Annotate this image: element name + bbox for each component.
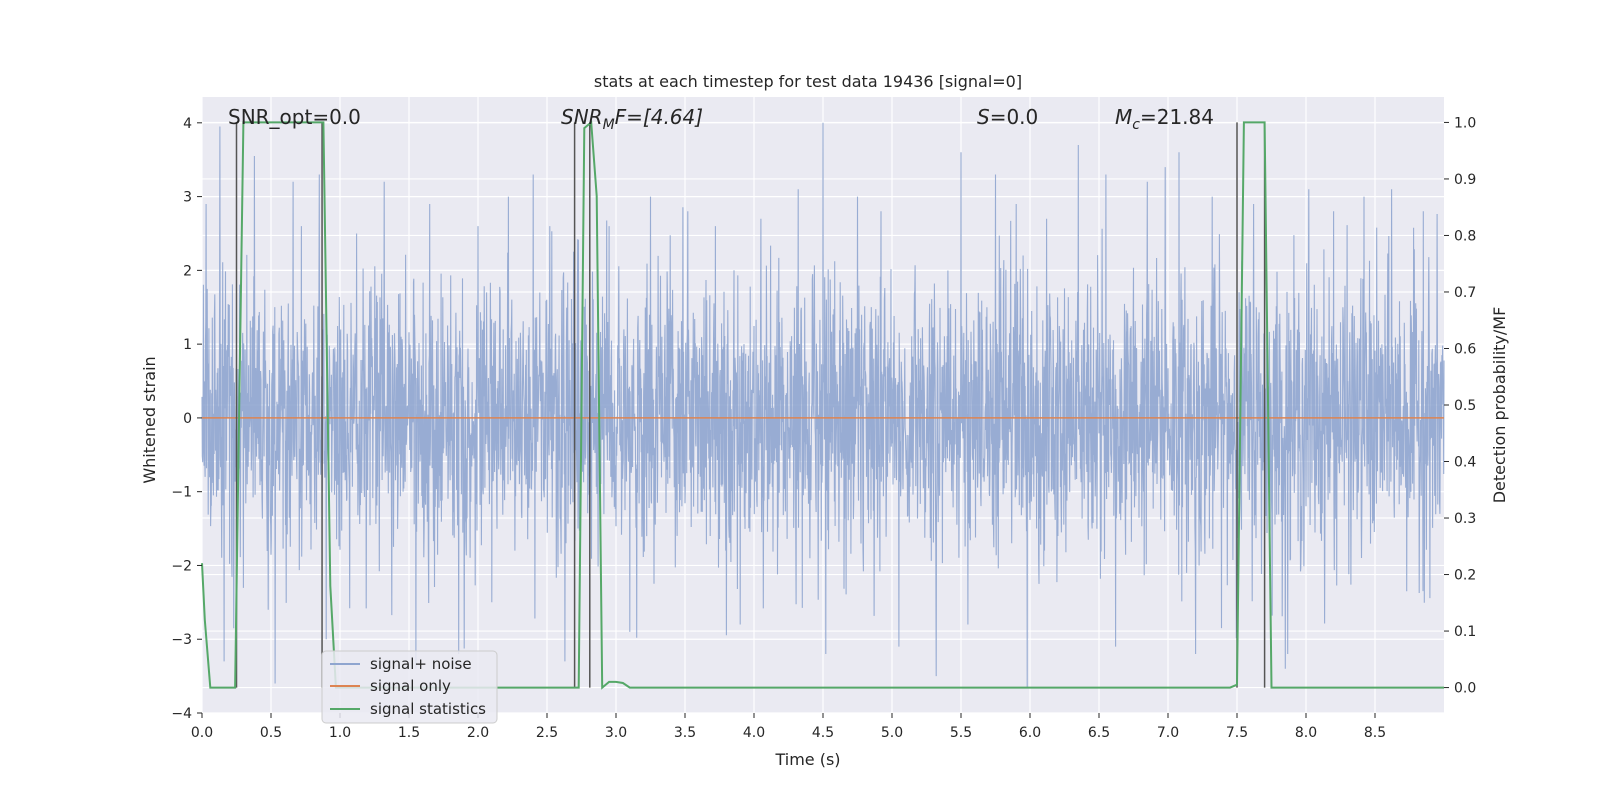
annotation-mc-value: =21.84 [1140, 105, 1214, 129]
x-tick-label: 8.0 [1295, 725, 1317, 741]
annotation-snr-mf: SNRMF=[4.64] [561, 105, 703, 133]
x-tick-label: 7.0 [1157, 725, 1179, 741]
x-tick-label: 8.5 [1364, 725, 1386, 741]
series-signal-statistics [201, 120, 1444, 690]
right-y-axis-ticks: 1.0 0.9 0.8 0.7 0.6 0.5 0.4 0.3 0.2 0.1 0.0 [1444, 115, 1476, 697]
annotations: SNR_opt=0.0 SNRMF=[4.64] S=0.0 Mc=21.84 [228, 105, 1214, 133]
left-y-axis-ticks: 4 3 2 1 0 −1 −2 −3 −4 [171, 116, 202, 722]
annotation-snr-opt: SNR_opt=0.0 [228, 105, 361, 129]
legend-label-signal-only: signal only [370, 677, 451, 695]
right-y-tick-label: 0.2 [1454, 568, 1476, 584]
right-y-tick-label: 0.7 [1454, 285, 1476, 301]
annotation-s-value: =0.0 [990, 105, 1039, 129]
left-y-tick-label: 4 [183, 116, 192, 132]
left-y-tick-label: 1 [183, 337, 192, 353]
left-y-tick-label: −1 [171, 485, 192, 501]
x-axis-ticks: 0.0 0.5 1.0 1.5 2.0 2.5 3.0 3.5 4.0 4.5 5.0 5.5 6.0 6… [191, 713, 1386, 741]
left-y-tick-label: 0 [183, 411, 192, 427]
right-y-tick-label: 1.0 [1454, 115, 1476, 131]
left-y-tick-label: −2 [171, 558, 192, 574]
left-y-tick-label: 3 [183, 190, 192, 206]
x-tick-label: 7.5 [1226, 725, 1248, 741]
annotation-snr-mf-suffix: F=[4.64] [615, 105, 703, 129]
x-tick-label: 0.5 [260, 725, 282, 741]
annotation-mc: Mc=21.84 [1115, 105, 1214, 133]
right-y-tick-label: 0.9 [1454, 172, 1476, 188]
x-tick-label: 2.5 [536, 725, 558, 741]
legend: signal+ noise signal only signal statist… [321, 650, 498, 724]
right-y-tick-label: 0.1 [1454, 624, 1476, 640]
left-y-tick-label: −4 [171, 706, 192, 722]
right-y-tick-label: 0.3 [1454, 511, 1476, 527]
annotation-s: S=0.0 [977, 105, 1038, 129]
right-y-tick-label: 0.0 [1454, 681, 1476, 697]
x-tick-label: 4.5 [812, 725, 834, 741]
left-y-tick-label: −3 [171, 632, 192, 648]
annotation-mc-subscript: c [1132, 117, 1140, 133]
right-y-tick-label: 0.8 [1454, 228, 1476, 244]
x-axis-label: Time (s) [774, 750, 840, 769]
annotation-mc-symbol: M [1115, 105, 1132, 129]
x-tick-label: 2.0 [467, 725, 489, 741]
x-tick-label: 5.5 [950, 725, 972, 741]
x-tick-label: 5.0 [881, 725, 903, 741]
x-tick-label: 0.0 [191, 725, 213, 741]
right-y-tick-label: 0.6 [1454, 341, 1476, 357]
x-tick-label: 1.0 [329, 725, 351, 741]
x-tick-label: 1.5 [398, 725, 420, 741]
x-tick-label: 6.5 [1088, 725, 1110, 741]
left-y-tick-label: 2 [183, 263, 192, 279]
legend-box [321, 650, 498, 724]
right-y-tick-label: 0.4 [1454, 455, 1476, 471]
signal-statistics-line [201, 120, 1444, 690]
x-tick-label: 3.5 [674, 725, 696, 741]
legend-label-signal-statistics: signal statistics [370, 700, 486, 718]
x-tick-label: 6.0 [1019, 725, 1041, 741]
annotation-snr-mf-subscript: M [603, 117, 615, 133]
chart-title: stats at each timestep for test data 194… [594, 72, 1022, 91]
legend-label-signal-plus-noise: signal+ noise [370, 655, 472, 673]
x-tick-label: 3.0 [605, 725, 627, 741]
right-y-axis-label: Detection probability/MF [1490, 307, 1509, 504]
left-y-axis-label: Whitened strain [140, 356, 159, 483]
right-y-tick-label: 0.5 [1454, 398, 1476, 414]
annotation-s-symbol: S [977, 105, 990, 129]
annotation-snr-mf-symbol: SNR [561, 105, 603, 129]
x-tick-label: 4.0 [743, 725, 765, 741]
